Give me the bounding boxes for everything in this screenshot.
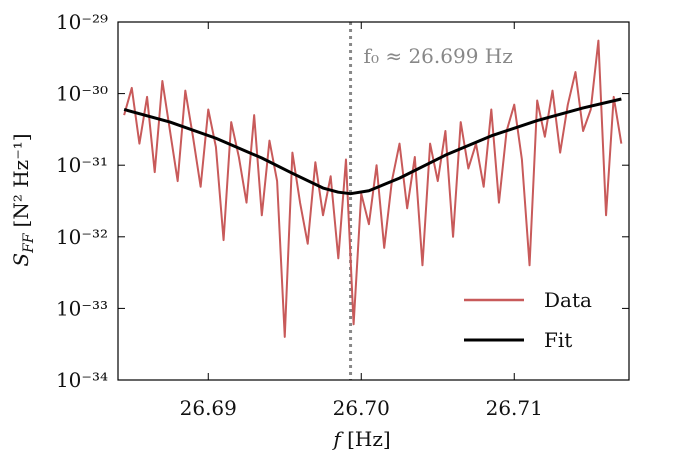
y-label-symbol: S bbox=[9, 253, 33, 267]
x-label-unit: [Hz] bbox=[347, 427, 391, 451]
y-axis-label: SFF [N² Hz⁻¹] bbox=[9, 133, 37, 266]
y-tick-label: 10⁻³¹ bbox=[56, 153, 108, 177]
y-tick-label: 10⁻³⁴ bbox=[56, 368, 108, 392]
x-tick-label: 26.69 bbox=[180, 396, 237, 420]
x-axis-label: f [Hz] bbox=[331, 427, 390, 451]
legend-label: Data bbox=[544, 288, 592, 312]
x-tick-label: 26.70 bbox=[333, 396, 390, 420]
y-label-subscript: FF bbox=[21, 232, 37, 254]
y-label-unit: [N² Hz⁻¹] bbox=[9, 133, 33, 227]
x-tick-label: 26.71 bbox=[486, 396, 543, 420]
series-line bbox=[123, 39, 623, 338]
series-line bbox=[123, 97, 622, 196]
plot-frame bbox=[117, 21, 630, 381]
y-tick-label: 10⁻³⁰ bbox=[56, 82, 108, 106]
y-tick-label: 10⁻³³ bbox=[56, 296, 108, 320]
x-label-symbol: f bbox=[331, 427, 344, 451]
legend-label: Fit bbox=[544, 328, 572, 352]
y-tick-label: 10⁻²⁹ bbox=[56, 10, 108, 34]
annotation: f₀ ≈ 26.699 Hz bbox=[364, 44, 513, 68]
y-tick-label: 10⁻³² bbox=[56, 225, 108, 249]
